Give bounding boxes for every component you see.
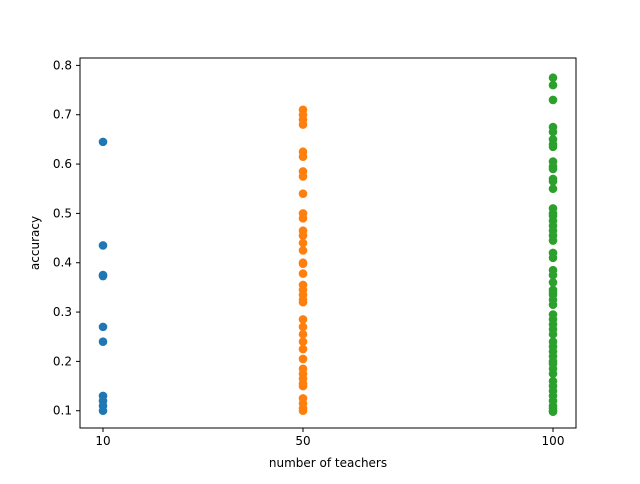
data-point	[298, 269, 308, 278]
plot-frame	[79, 57, 577, 429]
data-point	[548, 73, 558, 83]
data-point	[98, 137, 108, 147]
data-point	[98, 271, 108, 281]
data-point	[98, 337, 108, 346]
data-point	[548, 184, 558, 194]
data-point	[98, 322, 108, 332]
data-point	[298, 214, 308, 223]
data-point	[548, 142, 558, 152]
data-point	[298, 337, 308, 346]
x-tick-label: 10	[95, 434, 110, 448]
data-point	[298, 354, 308, 364]
y-tick-label: 0.8	[53, 58, 72, 72]
data-point	[298, 189, 308, 198]
data-point	[298, 152, 308, 161]
data-point	[298, 315, 308, 324]
data-point	[548, 270, 558, 280]
x-tick-label: 100	[542, 434, 565, 448]
y-tick-label: 0.7	[53, 108, 72, 122]
data-point	[298, 406, 308, 416]
x-axis-ticks: 10 50 100	[95, 428, 564, 448]
y-tick-label: 0.4	[53, 256, 72, 270]
data-point	[298, 329, 308, 339]
data-point	[548, 369, 558, 379]
y-axis-ticks: 0.1 0.2 0.3 0.4 0.5 0.6 0.7 0.8	[53, 58, 80, 418]
y-tick-label: 0.6	[53, 157, 72, 171]
data-point	[298, 381, 308, 391]
data-point	[548, 300, 558, 309]
data-point	[548, 253, 558, 263]
data-point	[98, 241, 108, 250]
y-axis-label: accuracy	[28, 216, 42, 270]
data-point	[298, 120, 308, 129]
data-point	[548, 127, 558, 137]
data-point	[298, 322, 308, 332]
data-point	[98, 406, 108, 416]
data-point	[548, 278, 558, 287]
data-point	[298, 246, 308, 255]
y-tick-label: 0.2	[53, 354, 72, 368]
y-tick-label: 0.5	[53, 206, 72, 220]
data-point	[548, 329, 558, 339]
data-point	[298, 297, 308, 307]
data-point	[298, 172, 308, 181]
data-point	[298, 259, 308, 269]
data-point	[548, 80, 558, 90]
data-point	[298, 238, 308, 248]
data-point	[548, 95, 558, 105]
data-point	[548, 177, 558, 186]
data-point	[548, 407, 558, 417]
data-point	[298, 344, 308, 354]
data-point	[548, 164, 558, 174]
data-point	[548, 236, 558, 245]
x-axis-label: number of teachers	[269, 456, 387, 470]
data-point	[298, 231, 308, 240]
y-tick-label: 0.1	[53, 404, 72, 418]
x-tick-label: 50	[295, 434, 310, 448]
y-tick-label: 0.3	[53, 305, 72, 319]
data-points	[98, 73, 558, 417]
